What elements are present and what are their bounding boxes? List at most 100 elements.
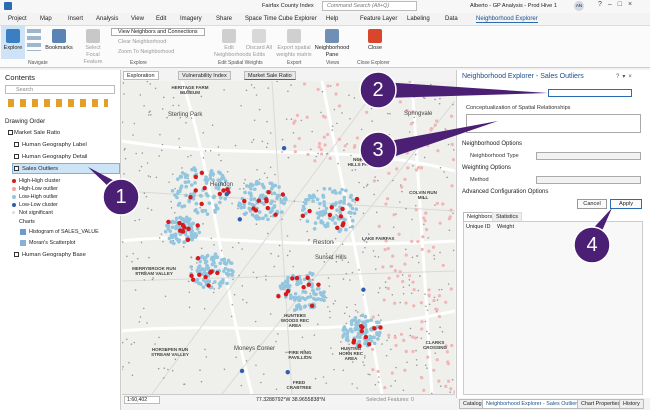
- pane-controls[interactable]: ?▾×: [616, 73, 635, 80]
- checkbox[interactable]: [14, 252, 19, 257]
- menu-tab[interactable]: Help: [326, 16, 338, 22]
- tool-discard-edits[interactable]: Discard All Edits: [245, 29, 273, 59]
- map-point: [419, 92, 421, 94]
- unique-id-dropdown[interactable]: [548, 89, 632, 97]
- menu-tab[interactable]: Map: [40, 16, 52, 22]
- chart-name[interactable]: Histogram of SALES_VALUE: [29, 229, 99, 235]
- layer-name[interactable]: Market Sale Ratio: [14, 130, 60, 136]
- map-point: [189, 274, 193, 278]
- menu-tab[interactable]: Imagery: [180, 16, 202, 22]
- tool-neighborhood-pane[interactable]: Neighborhood Pane: [314, 29, 350, 59]
- map-point: [425, 306, 427, 308]
- menu-tab[interactable]: Insert: [68, 16, 83, 22]
- map-point: [286, 279, 290, 283]
- map-point: [422, 216, 425, 219]
- map-point: [403, 286, 405, 288]
- layer-name[interactable]: Sales Outliers: [22, 166, 58, 172]
- dock-tab[interactable]: Chart Properties: [577, 399, 624, 409]
- dock-tab[interactable]: Neighborhood Explorer - Sales Outliers: [482, 399, 584, 409]
- menu-tab[interactable]: Analysis: [96, 16, 118, 22]
- view-neighbors-dropdown[interactable]: View Neighbors and Connections: [111, 28, 205, 36]
- map-point: [329, 285, 331, 287]
- menu-tab[interactable]: Share: [216, 16, 232, 22]
- map-point: [218, 282, 222, 286]
- dock-tab[interactable]: History: [619, 399, 644, 409]
- field-label: Neighborhood Type: [470, 153, 519, 159]
- layer-name[interactable]: Human Geography Detail: [22, 154, 87, 160]
- nav-icons[interactable]: [27, 29, 41, 51]
- menu-tab[interactable]: Data: [445, 16, 458, 22]
- map-point: [162, 144, 164, 146]
- map-point: [200, 171, 204, 175]
- checkbox[interactable]: [8, 130, 13, 135]
- map-point: [316, 198, 320, 202]
- map-point: [416, 364, 418, 366]
- map-point: [258, 210, 262, 214]
- map-label: HUNTERS WOODS REC AREA: [278, 313, 312, 328]
- neighborhood-type-dropdown[interactable]: [536, 152, 641, 160]
- layer-name[interactable]: Human Geography Label: [22, 142, 87, 148]
- menu-tab[interactable]: View: [131, 16, 144, 22]
- menu-tab[interactable]: Edit: [156, 16, 166, 22]
- tool-bookmarks[interactable]: Bookmarks: [44, 29, 74, 52]
- contents-search[interactable]: Search: [5, 85, 115, 94]
- group-label: Edit Spatial Weights: [218, 60, 263, 66]
- section-header[interactable]: Weighting Options: [462, 165, 511, 171]
- layer-name[interactable]: Human Geography Base: [22, 252, 86, 258]
- tool-close[interactable]: Close: [362, 29, 388, 52]
- pane-title: Neighborhood Explorer - Sales Outliers: [462, 73, 584, 80]
- map-point: [125, 158, 127, 160]
- map-point: [346, 329, 350, 333]
- map-point: [206, 212, 210, 216]
- cancel-button[interactable]: Cancel: [577, 199, 607, 209]
- tool-select-focal[interactable]: Select Focal Feature: [78, 29, 108, 66]
- map-point: [144, 192, 146, 194]
- map-point: [276, 388, 278, 390]
- map-point: [336, 261, 338, 263]
- menu-tab[interactable]: Space Time Cube Explorer: [245, 16, 317, 22]
- tool-clear-neighborhood[interactable]: Clear Neighborhood: [118, 39, 166, 45]
- checkbox[interactable]: [14, 166, 19, 171]
- conceptualization-box[interactable]: [466, 114, 641, 133]
- section-header[interactable]: Neighborhood Options: [462, 141, 522, 147]
- user-avatar[interactable]: AN: [574, 1, 584, 11]
- tool-label: Close: [368, 45, 382, 51]
- tool-export-swm[interactable]: Export spatial weights matrix: [276, 29, 312, 59]
- map-tab[interactable]: Exploration: [123, 71, 159, 80]
- menu-tab-active[interactable]: Neighborhood Explorer: [476, 16, 538, 23]
- menu-tab[interactable]: Project: [8, 16, 27, 22]
- map-point: [343, 150, 345, 152]
- tool-explore[interactable]: Explore: [1, 26, 25, 59]
- map-tab[interactable]: Vulnerability Index: [178, 71, 231, 80]
- checkbox[interactable]: [14, 154, 19, 159]
- map-scale[interactable]: 1:60,402: [124, 396, 160, 404]
- window-controls[interactable]: ?–□×: [598, 1, 638, 8]
- map-point: [441, 202, 444, 205]
- checkbox[interactable]: [14, 142, 19, 147]
- group-label: Views: [326, 60, 339, 66]
- tool-zoom-neighborhood[interactable]: Zoom To Neighborhood: [118, 49, 174, 55]
- map-point: [309, 293, 311, 295]
- map-point: [219, 196, 223, 200]
- map-point: [376, 212, 378, 214]
- menu-tab[interactable]: Feature Layer: [360, 16, 397, 22]
- menu-tab[interactable]: Labeling: [407, 16, 430, 22]
- tool-label: Discard All Edits: [246, 45, 272, 58]
- map-point: [262, 185, 266, 189]
- section-header[interactable]: Advanced Configuration Options: [462, 189, 548, 195]
- map-point: [135, 289, 137, 291]
- map-point: [400, 185, 403, 188]
- map-point: [183, 246, 185, 248]
- map-point: [357, 320, 361, 324]
- map-tab[interactable]: Market Sale Ratio: [244, 71, 296, 80]
- map-point: [163, 377, 165, 379]
- method-dropdown[interactable]: [536, 176, 641, 184]
- map-point: [173, 97, 175, 99]
- map-point: [426, 367, 428, 369]
- command-search[interactable]: Command Search (Alt+Q): [322, 1, 417, 11]
- apply-button[interactable]: Apply: [610, 199, 642, 209]
- contents-toolbar[interactable]: [8, 99, 108, 107]
- chart-name[interactable]: Moran's Scatterplot: [29, 240, 75, 246]
- tool-edit-neighborhoods[interactable]: Edit Neighborhoods: [214, 29, 244, 59]
- map-point: [332, 125, 334, 127]
